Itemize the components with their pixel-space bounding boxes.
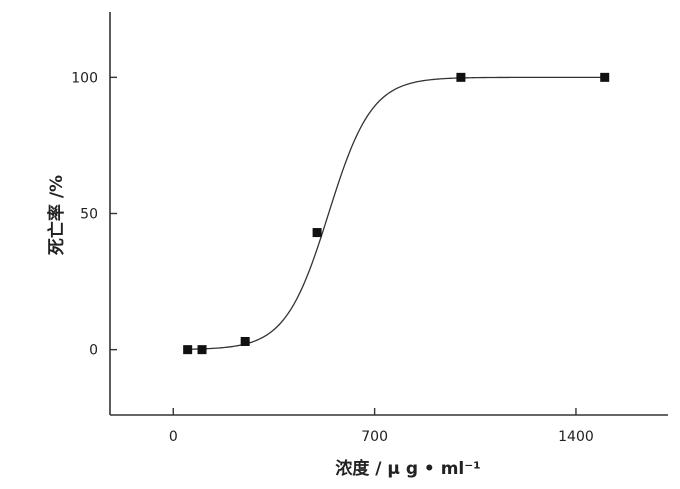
data-points [183, 72, 610, 355]
data-point [240, 336, 250, 346]
data-point [183, 345, 193, 355]
y-tick-label: 0 [89, 343, 98, 359]
x-axis-title: 浓度 / μ g • ml⁻¹ [335, 458, 480, 479]
data-point [600, 72, 610, 82]
x-tick-label: 1400 [558, 429, 594, 445]
x-ticks: 0 700 1400 [169, 408, 594, 445]
x-tick-label: 700 [361, 429, 388, 445]
y-tick-label: 100 [71, 70, 98, 86]
data-point [312, 228, 322, 238]
fit-curve [187, 76, 605, 350]
plot-area: 0 700 1400 0 50 100 [71, 12, 668, 445]
y-tick-label: 50 [80, 207, 98, 223]
y-axis-title: 死亡率 /% [46, 175, 67, 255]
x-tick-label: 0 [169, 429, 178, 445]
y-ticks: 0 50 100 [71, 70, 117, 359]
data-point [197, 345, 207, 355]
data-point [456, 72, 466, 82]
